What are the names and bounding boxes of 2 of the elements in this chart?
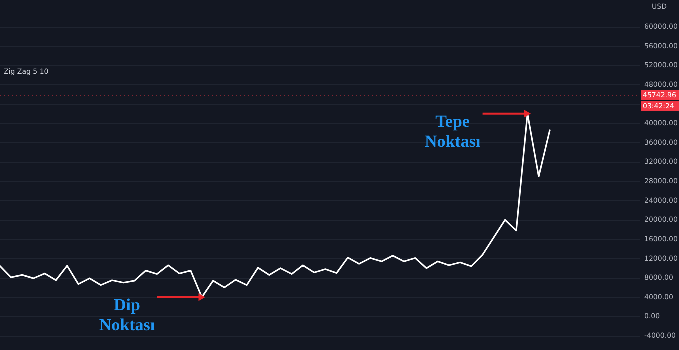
annotation: Dip Noktası — [99, 295, 156, 334]
annotation: Tepe Noktası — [424, 112, 481, 151]
